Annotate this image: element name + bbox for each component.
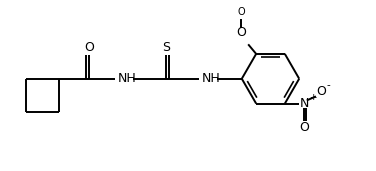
Text: -: - xyxy=(327,80,331,90)
Text: N: N xyxy=(299,97,309,110)
Text: O: O xyxy=(84,41,94,54)
Text: +: + xyxy=(309,94,317,102)
Text: O: O xyxy=(238,7,245,17)
Text: S: S xyxy=(162,41,170,54)
Text: O: O xyxy=(316,85,326,98)
Text: O: O xyxy=(299,121,309,134)
Text: O: O xyxy=(236,26,246,39)
Text: NH: NH xyxy=(201,72,220,85)
Text: NH: NH xyxy=(118,72,136,85)
